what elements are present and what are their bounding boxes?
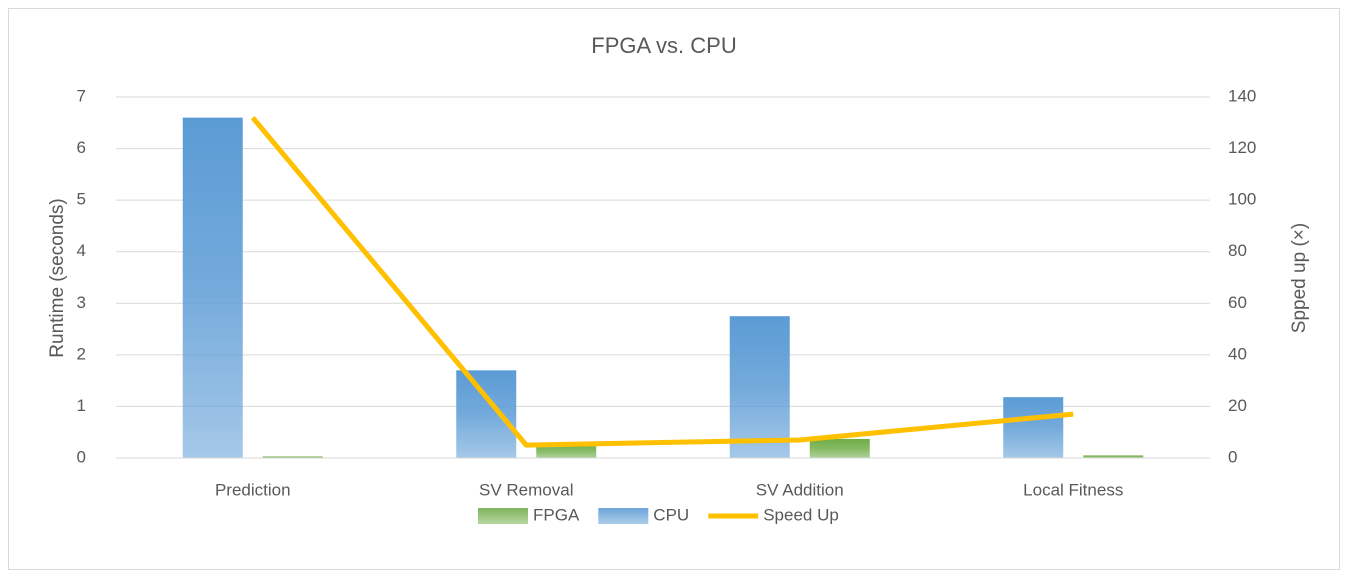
x-tick-label: SV Addition [756, 480, 844, 499]
legend-label: FPGA [533, 505, 580, 524]
y2-tick-label: 80 [1228, 241, 1247, 260]
y-tick-label: 7 [77, 86, 86, 105]
y-axis-title: Runtime (seconds) [47, 198, 68, 357]
y-tick-label: 6 [77, 138, 86, 157]
y2-tick-label: 0 [1228, 447, 1237, 466]
y-tick-label: 5 [77, 190, 86, 209]
bar [1003, 397, 1064, 458]
y2-axis-title: Spped up (×) [1289, 223, 1310, 333]
chart-title: FPGA vs. CPU [591, 33, 736, 58]
y-tick-label: 3 [77, 293, 86, 312]
y2-tick-label: 140 [1228, 86, 1256, 105]
legend-swatch [598, 508, 649, 524]
bar [456, 370, 517, 458]
x-tick-label: Local Fitness [1023, 480, 1123, 499]
y2-tick-label: 20 [1228, 396, 1247, 415]
y-tick-label: 2 [77, 344, 86, 363]
bar [809, 438, 870, 458]
bar [1083, 455, 1144, 458]
legend-label: CPU [653, 505, 689, 524]
y2-tick-label: 40 [1228, 344, 1247, 363]
y2-tick-label: 100 [1228, 190, 1256, 209]
legend-label: Speed Up [763, 505, 839, 524]
bar [182, 117, 243, 458]
bar [262, 456, 323, 458]
y-tick-label: 1 [77, 396, 86, 415]
y2-tick-label: 60 [1228, 293, 1247, 312]
y-tick-label: 4 [77, 241, 86, 260]
speed-up-line [250, 116, 1074, 448]
x-tick-label: SV Removal [479, 480, 573, 499]
x-tick-label: Prediction [215, 480, 291, 499]
legend-swatch [478, 508, 528, 524]
y-tick-label: 0 [77, 447, 86, 466]
bar [729, 316, 790, 458]
y2-tick-label: 120 [1228, 138, 1256, 157]
